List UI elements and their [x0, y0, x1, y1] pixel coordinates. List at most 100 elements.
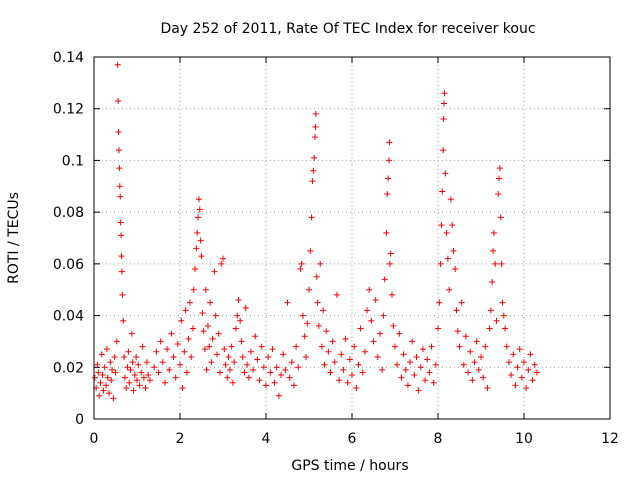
data-point — [452, 266, 459, 273]
data-point — [404, 382, 411, 389]
data-point — [267, 369, 274, 376]
data-point — [484, 384, 491, 391]
data-point — [134, 377, 140, 384]
x-tick-label: 8 — [434, 431, 443, 447]
data-point — [242, 304, 249, 311]
data-point — [121, 374, 128, 381]
data-point — [441, 100, 448, 107]
data-point — [492, 260, 499, 267]
data-point — [379, 366, 386, 373]
data-point — [185, 335, 192, 342]
data-point — [312, 134, 319, 141]
y-tick-label: 0.12 — [53, 102, 84, 118]
data-point — [471, 359, 478, 366]
data-point — [422, 377, 429, 384]
data-point — [177, 361, 183, 368]
data-point — [130, 387, 137, 394]
data-point — [467, 348, 474, 355]
data-point — [336, 377, 343, 384]
data-point — [115, 128, 122, 135]
data-point — [256, 377, 263, 384]
data-point — [278, 372, 285, 379]
data-point — [453, 307, 460, 314]
data-point — [340, 366, 347, 373]
data-point — [204, 322, 211, 329]
data-point — [164, 346, 171, 353]
data-point — [197, 237, 204, 244]
data-point — [351, 343, 358, 350]
data-point — [120, 317, 127, 324]
data-point — [208, 359, 215, 366]
data-point — [198, 253, 205, 260]
y-tick-label: 0.08 — [53, 205, 84, 221]
data-point — [107, 359, 114, 366]
data-point — [110, 395, 117, 402]
data-point — [222, 361, 229, 368]
data-point — [496, 175, 503, 182]
data-point — [103, 382, 110, 389]
data-point — [381, 276, 388, 283]
data-point — [103, 346, 110, 353]
data-point — [116, 183, 123, 190]
data-point — [139, 343, 146, 350]
data-point — [314, 299, 321, 306]
data-point — [269, 346, 276, 353]
data-point — [254, 356, 261, 363]
data-point — [312, 123, 319, 130]
data-point — [386, 139, 393, 146]
data-point — [503, 343, 510, 350]
data-point — [428, 343, 435, 350]
data-point — [482, 343, 489, 350]
data-point — [450, 247, 457, 254]
data-point — [318, 343, 325, 350]
x-axis-label: GPS time / hours — [291, 458, 408, 474]
data-point — [282, 366, 289, 373]
x-tick-label: 0 — [90, 431, 99, 447]
data-point — [220, 255, 226, 262]
data-point — [313, 273, 320, 280]
data-point — [346, 356, 353, 363]
data-point — [307, 247, 314, 254]
data-point — [465, 369, 472, 376]
data-point — [529, 377, 536, 384]
data-point — [258, 343, 265, 350]
data-point — [104, 374, 111, 381]
data-point — [128, 330, 135, 337]
data-point — [201, 346, 208, 353]
data-point — [115, 147, 122, 154]
data-point — [143, 359, 150, 366]
data-point — [115, 97, 122, 104]
data-point — [100, 387, 107, 394]
data-point — [297, 266, 304, 273]
data-point — [333, 291, 340, 298]
data-point — [514, 364, 521, 371]
data-point — [478, 353, 484, 360]
data-point — [505, 359, 512, 366]
data-point — [480, 374, 487, 381]
data-point — [186, 299, 193, 306]
y-tick-label: 0 — [75, 412, 84, 428]
data-point — [310, 167, 317, 174]
data-point — [439, 188, 446, 195]
data-point — [295, 364, 302, 371]
data-point — [516, 346, 523, 353]
data-point — [368, 317, 375, 324]
data-point — [413, 353, 420, 360]
data-point — [407, 359, 414, 366]
data-point — [344, 379, 351, 386]
data-point — [188, 353, 195, 360]
data-point — [97, 379, 104, 386]
data-point — [290, 382, 297, 389]
data-point — [216, 369, 223, 376]
data-point — [224, 374, 231, 381]
data-point — [124, 364, 131, 371]
data-point — [226, 366, 233, 373]
data-point — [430, 379, 437, 386]
data-point — [117, 193, 124, 200]
data-point — [192, 266, 199, 273]
data-point — [301, 333, 308, 340]
data-point — [388, 291, 395, 298]
data-point — [98, 351, 105, 358]
data-point — [409, 338, 416, 345]
